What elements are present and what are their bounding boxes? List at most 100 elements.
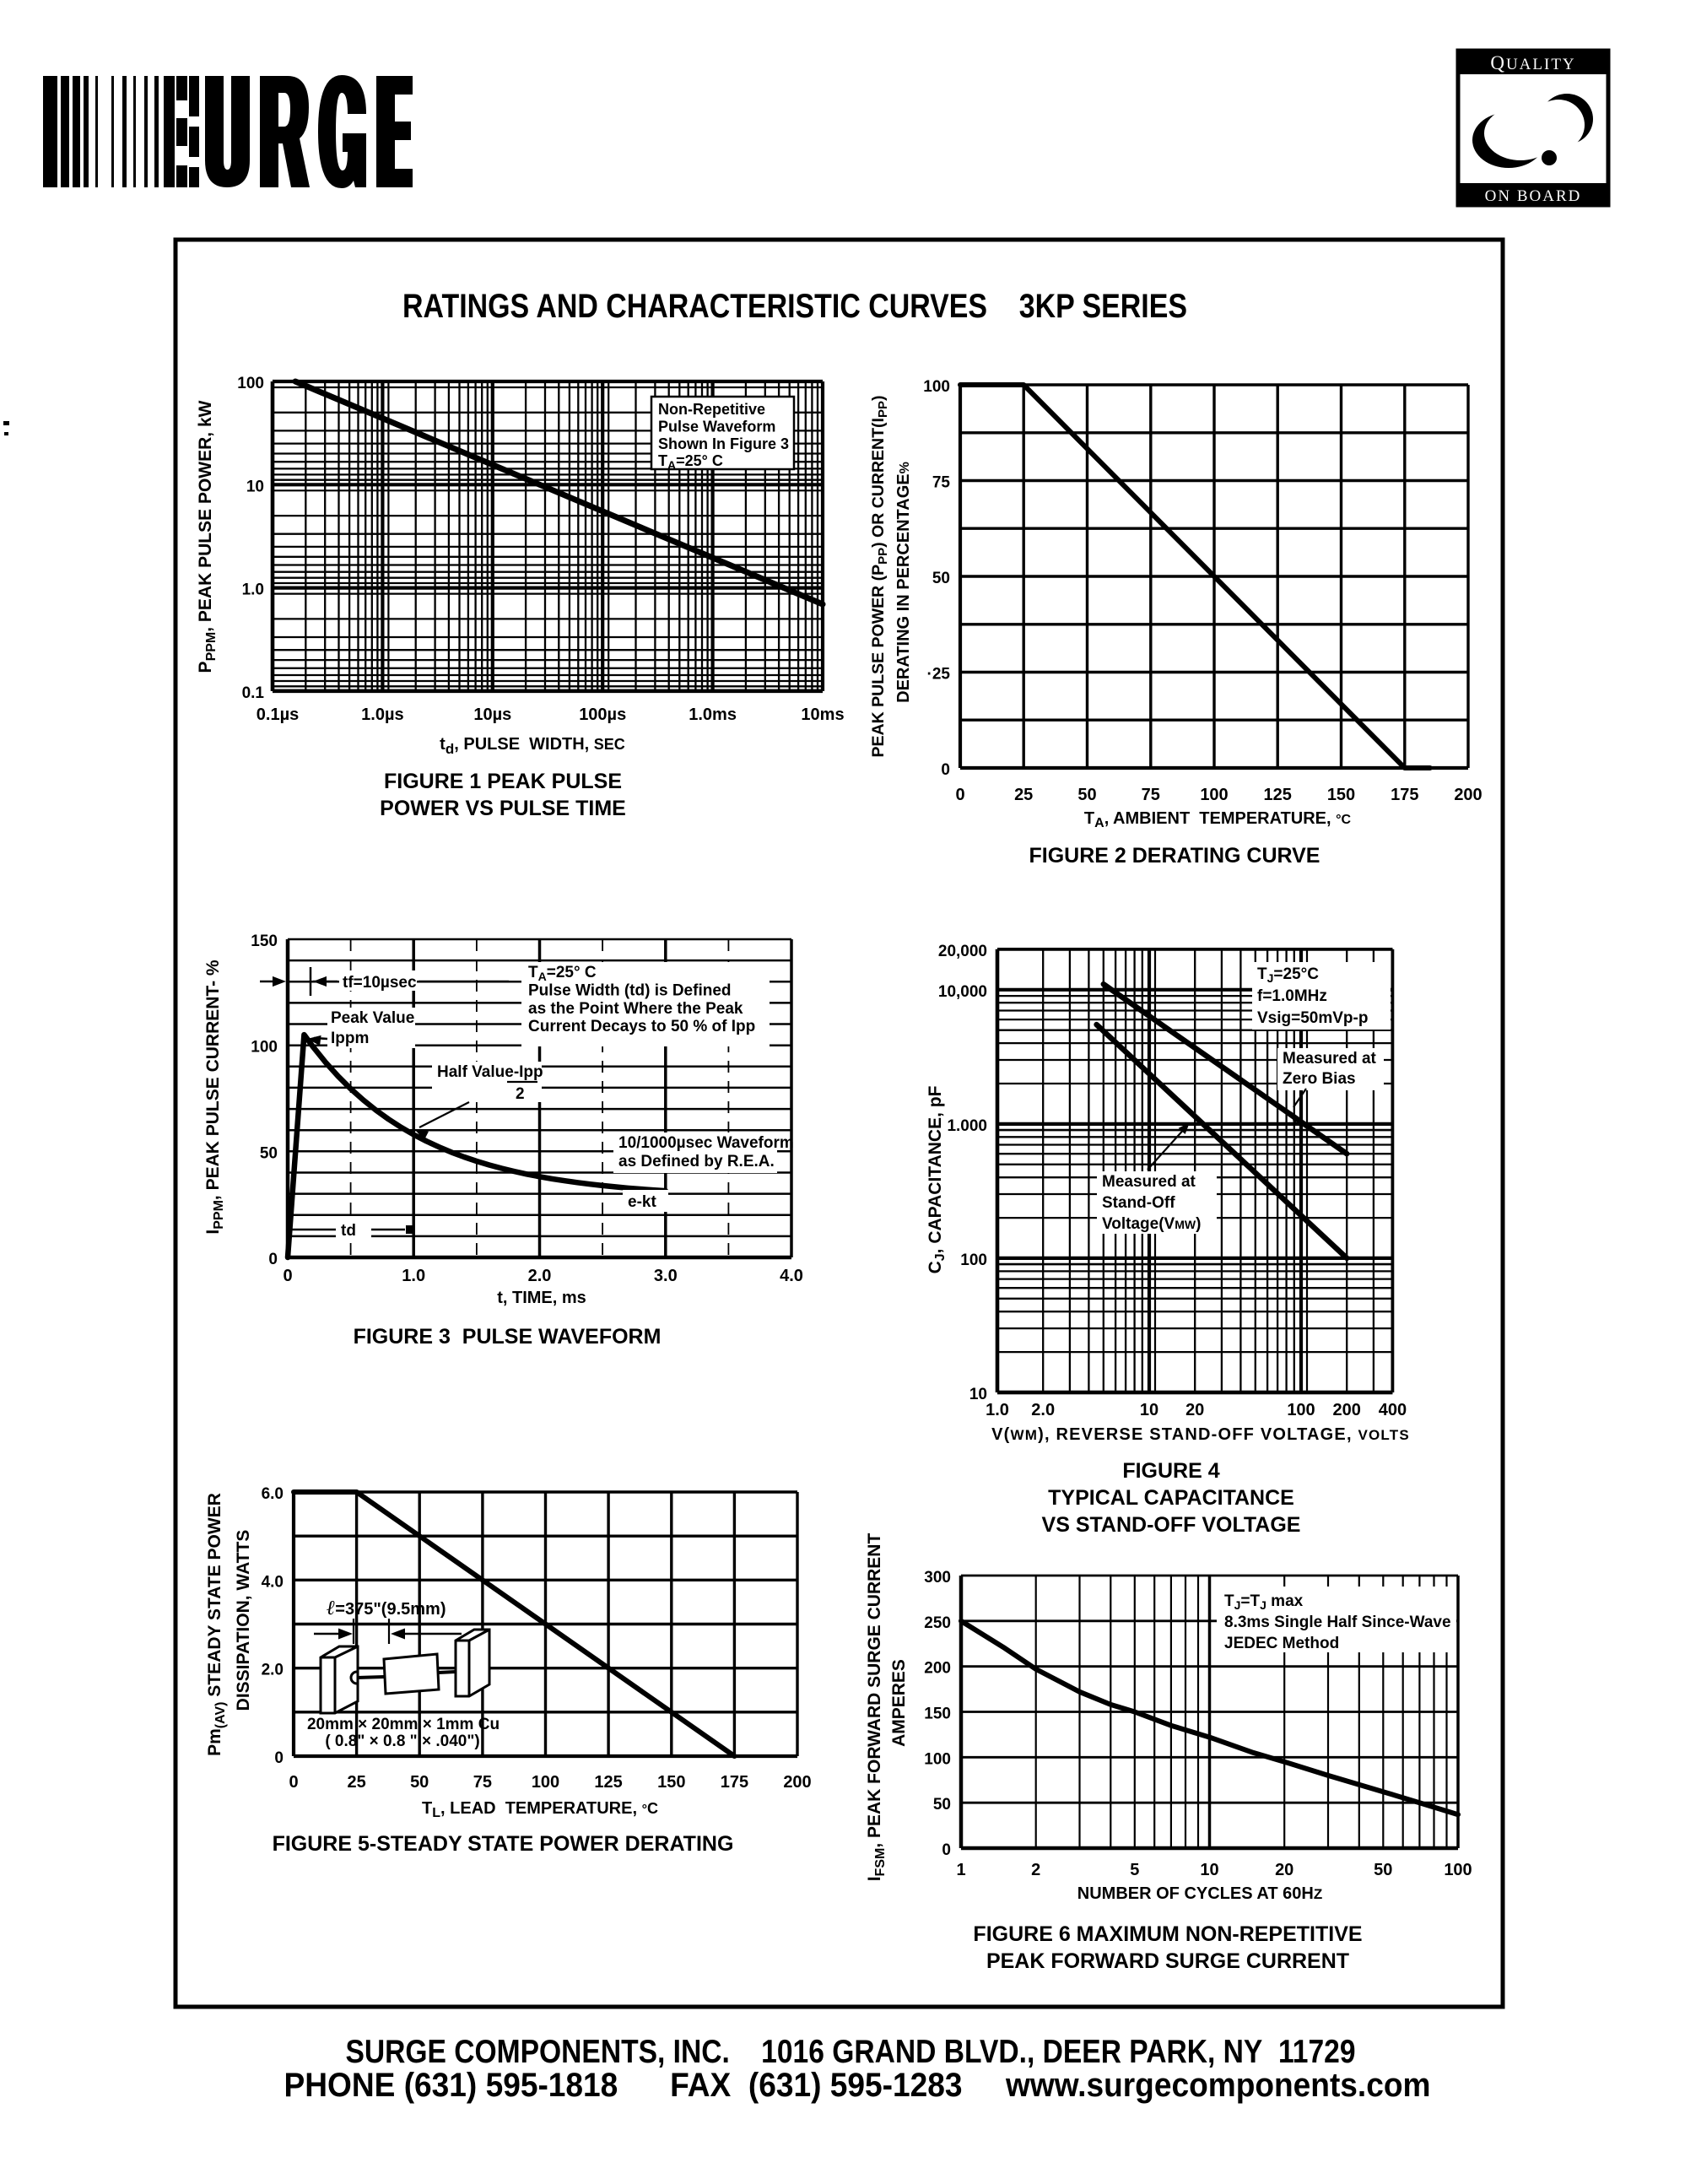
- svg-text:8.3ms Single Half Since-Wave: 8.3ms Single Half Since-Wave: [1224, 1614, 1451, 1631]
- svg-text:0: 0: [289, 1773, 298, 1792]
- svg-text:100: 100: [923, 378, 950, 396]
- svg-text:Voltage(VMW): Voltage(VMW): [1102, 1215, 1201, 1233]
- svg-text:150: 150: [657, 1773, 685, 1792]
- svg-text:Non-Repetitive: Non-Repetitive: [658, 401, 765, 418]
- svg-text:0.1: 0.1: [242, 684, 265, 702]
- svg-text:10µs: 10µs: [473, 705, 511, 724]
- svg-text:VS STAND-OFF VOLTAGE: VS STAND-OFF VOLTAGE: [1042, 1513, 1301, 1537]
- svg-text:0.1µs: 0.1µs: [257, 705, 299, 724]
- svg-text:75: 75: [1142, 786, 1160, 804]
- svg-text:IPPM, PEAK PULSE CURRENT- %: IPPM, PEAK PULSE CURRENT- %: [203, 960, 226, 1235]
- svg-text:t, TIME, ms: t, TIME, ms: [497, 1289, 586, 1307]
- svg-text:Half Value-Ipp: Half Value-Ipp: [437, 1063, 543, 1081]
- svg-text:50: 50: [410, 1773, 429, 1792]
- svg-text:1: 1: [956, 1861, 965, 1879]
- svg-text:Current Decays to 50 % of Ipp: Current Decays to 50 % of Ipp: [528, 1018, 755, 1035]
- svg-text:1.0ms: 1.0ms: [689, 705, 737, 724]
- svg-text:1.000: 1.000: [947, 1117, 987, 1135]
- svg-text:10,000: 10,000: [938, 983, 987, 1001]
- svg-text:as Defined by R.E.A.: as Defined by R.E.A.: [618, 1153, 775, 1170]
- svg-text:125: 125: [1264, 786, 1292, 804]
- svg-text:4.0: 4.0: [780, 1267, 803, 1285]
- svg-text:Stand-Off: Stand-Off: [1102, 1194, 1175, 1212]
- svg-text:0: 0: [941, 761, 950, 779]
- svg-text:QUALITY: QUALITY: [1490, 52, 1575, 73]
- svg-text:6.0: 6.0: [262, 1485, 284, 1503]
- svg-text:Measured at: Measured at: [1283, 1050, 1377, 1068]
- svg-text:50: 50: [260, 1144, 278, 1162]
- svg-text:100: 100: [924, 1750, 951, 1768]
- svg-text:NUMBER OF CYCLES AT 60HZ: NUMBER OF CYCLES AT 60HZ: [1077, 1884, 1322, 1903]
- svg-text:( 0.8" × 0.8 " × .040"): ( 0.8" × 0.8 " × .040"): [325, 1733, 479, 1750]
- svg-text:Ippm: Ippm: [331, 1030, 369, 1047]
- svg-text:f=1.0MHz: f=1.0MHz: [1257, 987, 1327, 1005]
- svg-text:50: 50: [1077, 786, 1096, 804]
- svg-text:20,000: 20,000: [938, 943, 987, 960]
- svg-text:Peak Value: Peak Value: [331, 1009, 414, 1027]
- svg-text:FIGURE 4: FIGURE 4: [1122, 1459, 1219, 1483]
- svg-text:100: 100: [1287, 1401, 1315, 1419]
- svg-text:Measured at: Measured at: [1102, 1173, 1196, 1191]
- svg-text:2.0: 2.0: [528, 1267, 552, 1285]
- svg-text:2: 2: [1031, 1861, 1040, 1879]
- svg-text:as the Point Where the Peak: as the Point Where the Peak: [528, 1000, 743, 1018]
- svg-text:JEDEC Method: JEDEC Method: [1224, 1635, 1339, 1652]
- svg-text:Zero Bias: Zero Bias: [1283, 1070, 1356, 1088]
- svg-text:75: 75: [473, 1773, 492, 1792]
- svg-text:Pulse Width (td) is Defined: Pulse Width (td) is Defined: [528, 981, 732, 999]
- svg-text:200: 200: [1454, 786, 1482, 804]
- svg-text:10/1000µsec Waveform: 10/1000µsec Waveform: [618, 1134, 794, 1152]
- svg-text:ℓ=375"(9.5mm): ℓ=375"(9.5mm): [327, 1597, 446, 1619]
- svg-text:175: 175: [1391, 786, 1418, 804]
- svg-text:PPPM, PEAK PULSE POWER, kW: PPPM, PEAK PULSE POWER, kW: [196, 400, 219, 673]
- svg-text:PHONE (631) 595-1818 FAX: PHONE (631) 595-1818 FAX (631) 595-1283 …: [284, 2067, 1431, 2104]
- svg-text:50: 50: [932, 570, 950, 587]
- svg-text:FIGURE 3 PULSE WAVEFORM: FIGURE 3 PULSE WAVEFORM: [354, 1325, 662, 1349]
- svg-text:5: 5: [1130, 1861, 1139, 1879]
- svg-text:0: 0: [955, 786, 964, 804]
- svg-text:25: 25: [347, 1773, 365, 1792]
- svg-text:CJ, CAPACITANCE, pF: CJ, CAPACITANCE, pF: [926, 1085, 948, 1273]
- svg-text:Pulse Waveform: Pulse Waveform: [658, 418, 775, 435]
- svg-text:FIGURE 5-STEADY STATE POWER DE: FIGURE 5-STEADY STATE POWER DERATING: [273, 1832, 734, 1856]
- svg-text:IFSM, PEAK FORWARD SURGE CURRE: IFSM, PEAK FORWARD SURGE CURRENT: [865, 1533, 888, 1882]
- svg-text:tf=10µsec: tf=10µsec: [343, 974, 417, 992]
- svg-text:td: td: [341, 1222, 356, 1240]
- svg-text:250: 250: [924, 1614, 951, 1632]
- svg-text:50: 50: [1374, 1861, 1392, 1879]
- svg-text:200: 200: [783, 1773, 811, 1792]
- svg-text:150: 150: [924, 1706, 951, 1723]
- svg-text:Vsig=50mVp-p: Vsig=50mVp-p: [1257, 1009, 1368, 1027]
- svg-text:FIGURE 2 DERATING CURVE: FIGURE 2 DERATING CURVE: [1029, 844, 1320, 868]
- svg-text:0: 0: [283, 1267, 292, 1285]
- svg-text:0: 0: [942, 1841, 951, 1859]
- svg-text:PEAK PULSE POWER (PPP) OR CURR: PEAK PULSE POWER (PPP) OR CURRENT(IPP): [869, 396, 890, 758]
- svg-text:AMPERES: AMPERES: [889, 1659, 909, 1747]
- svg-text:V(WM), REVERSE STAND-OFF VOLTA: V(WM), REVERSE STAND-OFF VOLTAGE, VOLTS: [991, 1425, 1410, 1444]
- svg-text:TJ=25°C: TJ=25°C: [1257, 965, 1319, 985]
- svg-text:TL, LEAD TEMPERATURE, °C: TL, LEAD TEMPERATURE, °C: [422, 1799, 658, 1820]
- svg-text:RATINGS AND CHARACTERISTIC CUR: RATINGS AND CHARACTERISTIC CURVES 3KP SE…: [402, 288, 1187, 325]
- svg-text:3.0: 3.0: [654, 1267, 678, 1285]
- svg-text:10: 10: [1200, 1861, 1218, 1879]
- svg-text:10: 10: [246, 478, 264, 495]
- svg-text:200: 200: [924, 1660, 951, 1678]
- svg-text:TYPICAL CAPACITANCE: TYPICAL CAPACITANCE: [1048, 1486, 1294, 1510]
- svg-text:2.0: 2.0: [1031, 1401, 1055, 1419]
- svg-text:100: 100: [1200, 786, 1228, 804]
- svg-text:DISSIPATION, WATTS: DISSIPATION, WATTS: [234, 1530, 253, 1711]
- svg-text:25: 25: [1014, 786, 1033, 804]
- svg-text:0: 0: [274, 1749, 284, 1767]
- svg-text:10ms: 10ms: [801, 705, 844, 724]
- svg-text:1.0: 1.0: [242, 581, 264, 599]
- svg-text:TA, AMBIENT TEMPERATURE, °C: TA, AMBIENT TEMPERATURE, °C: [1084, 809, 1352, 830]
- svg-text:TJ=TJ max: TJ=TJ max: [1224, 1592, 1304, 1612]
- svg-text:·25: ·25: [927, 666, 951, 684]
- svg-text:125: 125: [594, 1773, 622, 1792]
- svg-text:150: 150: [1327, 786, 1355, 804]
- svg-text:100: 100: [532, 1773, 559, 1792]
- svg-text:100: 100: [251, 1039, 278, 1057]
- svg-text:2: 2: [516, 1085, 525, 1103]
- svg-text:20: 20: [1275, 1861, 1293, 1879]
- svg-text:20mm × 20mm × 1mm Cu: 20mm × 20mm × 1mm Cu: [307, 1716, 500, 1733]
